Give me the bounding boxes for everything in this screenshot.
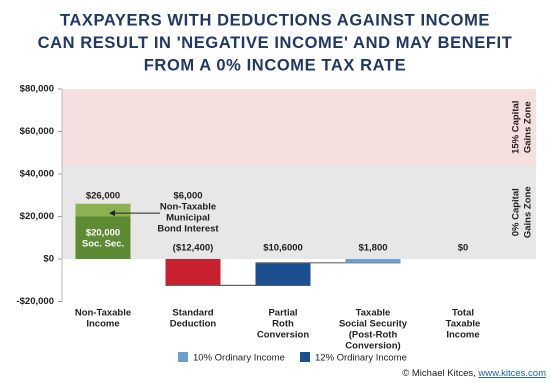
value-label: $1,800 xyxy=(358,243,387,254)
value-label: $10,6000 xyxy=(263,243,303,254)
bar xyxy=(345,259,401,263)
arrow-head xyxy=(109,210,115,217)
x-tick-label: (Post-Roth xyxy=(349,330,398,341)
footer-link[interactable]: www.kitces.com xyxy=(477,368,546,379)
y-tick-label: -$20,000 xyxy=(16,296,54,307)
bar xyxy=(165,259,221,286)
zone xyxy=(62,165,536,259)
y-tick-label: $40,000 xyxy=(20,169,54,180)
x-tick-label: Standard xyxy=(172,308,213,319)
x-tick-label: Taxable xyxy=(356,308,391,319)
chart-title: TAXPAYERS WITH DEDUCTIONS AGAINST INCOME xyxy=(60,11,490,29)
zone-label: Gains Zone xyxy=(523,186,534,238)
x-tick-label: Taxable xyxy=(446,319,481,330)
zone-label: 15% Capital xyxy=(511,101,522,154)
annotation: Bond Interest xyxy=(157,224,219,235)
annotation: Non-Taxable xyxy=(160,202,216,213)
value-label: $26,000 xyxy=(86,190,120,201)
zone-label: 0% Capital xyxy=(511,188,522,236)
x-tick-label: Partial xyxy=(268,308,297,319)
legend-swatch xyxy=(178,352,188,362)
chart-title: FROM A 0% INCOME TAX RATE xyxy=(144,56,407,74)
legend-label: 10% Ordinary Income xyxy=(193,353,285,364)
x-tick-label: Conversion) xyxy=(345,341,400,352)
footer: © Michael Kitces, www.kitces.com xyxy=(402,368,546,379)
x-tick-label: Roth xyxy=(272,319,294,330)
zone-label: Gains Zone xyxy=(523,101,534,153)
x-tick-label: Total xyxy=(452,308,474,319)
y-tick-label: $20,000 xyxy=(20,211,54,222)
x-tick-label: Deduction xyxy=(170,319,217,330)
y-tick-label: $80,000 xyxy=(20,84,54,95)
zone xyxy=(62,89,536,166)
y-tick-label: $0 xyxy=(43,254,54,265)
segment-label: Soc. Sec. xyxy=(82,238,124,249)
footer-text: © Michael Kitces, xyxy=(402,368,476,379)
legend-label: 12% Ordinary Income xyxy=(315,353,407,364)
x-tick-label: Non-Taxable xyxy=(75,308,131,319)
annotation: $6,000 xyxy=(173,191,202,202)
chart-title: CAN RESULT IN 'NEGATIVE INCOME' AND MAY … xyxy=(38,34,513,52)
annotation: Municipal xyxy=(166,213,210,224)
x-tick-label: Conversion xyxy=(257,330,309,341)
bar xyxy=(255,262,311,286)
value-label: ($12,400) xyxy=(173,243,214,254)
x-tick-label: Income xyxy=(446,330,479,341)
x-tick-label: Income xyxy=(86,319,119,330)
x-tick-label: Social Security xyxy=(339,319,408,330)
bar-segment xyxy=(75,216,131,259)
y-tick-label: $60,000 xyxy=(20,126,54,137)
segment-label: $20,000 xyxy=(86,227,120,238)
bar-segment xyxy=(75,203,131,217)
legend-swatch xyxy=(300,352,310,362)
value-label: $0 xyxy=(458,243,469,254)
